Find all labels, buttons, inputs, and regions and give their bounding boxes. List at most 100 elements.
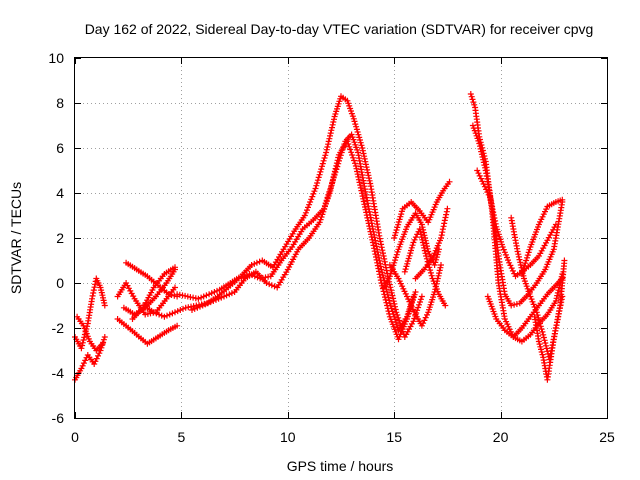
x-tick-label: 0 [71, 429, 79, 445]
data-point-marker [528, 296, 535, 303]
data-point-marker [438, 262, 444, 268]
data-point-marker [404, 316, 410, 322]
data-point-marker [81, 334, 88, 341]
series-trace-i [140, 131, 417, 334]
data-point-marker [418, 231, 424, 238]
data-point-marker [92, 358, 99, 365]
data-point-marker [409, 242, 416, 249]
y-tick-label: -4 [52, 365, 65, 381]
data-point-marker [263, 280, 270, 286]
data-point-marker [514, 248, 521, 255]
data-point-marker [402, 266, 409, 273]
data-point-marker [444, 205, 451, 212]
data-point-marker [177, 307, 184, 313]
data-point-marker [538, 326, 545, 333]
data-point-marker [393, 309, 400, 316]
data-point-marker [325, 138, 332, 145]
y-tick-label: -2 [52, 320, 65, 336]
data-point-marker [401, 268, 408, 275]
data-point-marker [314, 180, 321, 186]
data-point-marker [415, 304, 422, 311]
data-point-marker [392, 254, 399, 261]
data-point-marker [172, 309, 178, 316]
series-trace-g [123, 259, 181, 300]
data-point-marker [471, 101, 478, 108]
data-point-marker [379, 247, 386, 254]
data-point-marker [539, 328, 546, 335]
data-point-marker [381, 291, 388, 298]
data-point-marker [427, 267, 434, 274]
series-trace-v [518, 196, 566, 277]
data-point-marker [519, 268, 526, 275]
y-tick-label: 0 [56, 275, 64, 291]
data-point-marker [525, 249, 532, 256]
data-point-marker [205, 300, 211, 307]
data-point-marker [540, 334, 547, 341]
data-point-marker [91, 361, 98, 367]
data-point-marker [308, 196, 315, 203]
data-point-marker [223, 292, 230, 299]
data-point-marker [318, 166, 325, 173]
x-tick-label: 25 [599, 429, 615, 445]
x-tick-label: 20 [493, 429, 509, 445]
data-point-marker [301, 212, 308, 219]
data-point-marker [304, 207, 310, 214]
data-point-marker [509, 267, 516, 274]
data-point-marker [559, 196, 566, 203]
data-point-marker [311, 188, 318, 195]
data-point-marker [379, 285, 386, 292]
data-point-marker [513, 301, 520, 307]
data-point-marker [385, 308, 392, 315]
series-trace-w [531, 257, 568, 383]
data-point-marker [406, 252, 413, 259]
data-point-marker [469, 96, 476, 103]
data-point-marker [517, 262, 524, 268]
series-trace-e [114, 316, 181, 347]
data-point-marker [508, 302, 515, 309]
data-point-marker [552, 298, 559, 304]
data-point-marker [552, 221, 559, 228]
data-point-marker [357, 137, 363, 143]
data-point-marker [395, 221, 402, 228]
data-point-marker [253, 259, 260, 266]
y-tick-label: 4 [56, 185, 64, 201]
data-point-marker [540, 331, 547, 338]
data-point-marker [164, 312, 170, 319]
data-point-marker [99, 340, 106, 347]
data-point-marker [423, 253, 430, 259]
series-trace [191, 140, 417, 341]
data-point-marker [371, 248, 378, 255]
data-point-marker [436, 267, 443, 274]
data-point-marker [427, 269, 434, 276]
y-tick-label: 6 [56, 140, 64, 156]
data-point-marker [330, 173, 337, 180]
data-point-marker [480, 181, 487, 187]
data-point-marker [489, 206, 496, 213]
data-point-marker [384, 302, 391, 309]
data-point-marker [441, 217, 448, 224]
data-point-marker [329, 124, 335, 131]
data-point-marker [82, 357, 89, 364]
data-point-marker [382, 296, 389, 303]
data-point-marker [442, 302, 449, 309]
data-point-marker [90, 287, 97, 294]
grid [75, 58, 607, 418]
data-point-marker [467, 91, 474, 97]
data-point-marker [476, 140, 483, 147]
data-point-marker [317, 168, 324, 175]
data-point-marker [481, 162, 488, 169]
data-point-marker [382, 294, 388, 301]
data-point-marker [419, 239, 426, 246]
data-point-marker [346, 143, 353, 150]
data-point-marker [323, 149, 330, 156]
data-point-marker [351, 157, 357, 164]
data-point-marker [100, 336, 107, 343]
data-point-marker [78, 365, 85, 372]
data-point-marker [166, 311, 173, 318]
data-point-marker [271, 283, 278, 290]
data-point-marker [387, 284, 394, 291]
data-point-marker [411, 291, 418, 298]
data-point-marker [434, 288, 441, 295]
data-point-marker [412, 289, 419, 295]
data-point-marker [351, 118, 358, 125]
